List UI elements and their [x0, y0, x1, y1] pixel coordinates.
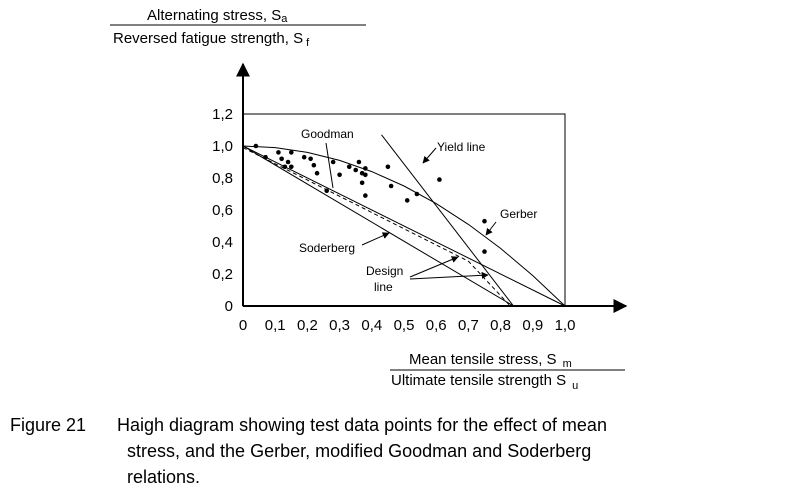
test-point-7 [289, 164, 294, 170]
test-point-21 [363, 172, 368, 178]
goodman-curve [242, 145, 566, 307]
x-tick-label-3: 0,3 [329, 317, 350, 334]
test-point-8 [301, 154, 307, 160]
x-tick-label-5: 0,5 [394, 317, 415, 334]
curves [242, 134, 566, 307]
caption-line-3: relations. [127, 467, 201, 487]
yield-line-pointer [422, 147, 437, 164]
design-line-pointer-1 [409, 256, 459, 278]
test-point-6 [289, 150, 294, 155]
test-point-14 [337, 172, 342, 178]
test-point-5 [285, 159, 291, 165]
goodman-pointer [325, 142, 334, 189]
test-point-27 [437, 177, 442, 182]
caption-text: Haigh diagram showing test data points f… [117, 412, 757, 490]
x-tick-labels: 0 0,1 0,2 0,3 0,4 0,5 0,6 0,7 0,8 0,9 1,0 [239, 317, 576, 334]
x-tick-label-0: 0 [239, 317, 247, 334]
y-tick-label-3: 0,6 [212, 202, 233, 219]
x-tick-label-7: 0,7 [458, 317, 479, 334]
gerber-curve [242, 145, 566, 307]
design-curve [242, 147, 511, 307]
test-point-20 [363, 166, 368, 171]
yield-curve [381, 134, 514, 307]
x-tick-label-9: 0,9 [522, 317, 543, 334]
test-point-23 [385, 164, 391, 170]
y-tick-label-6: 1,2 [212, 106, 233, 123]
x-tick-label-1: 0,1 [265, 317, 286, 334]
goodman-label: Goodman [301, 127, 354, 141]
y-label-numerator: Alternating stress, Sa [147, 7, 288, 25]
gerber-label: Gerber [500, 207, 537, 221]
gerber-pointer [485, 221, 497, 236]
test-point-26 [414, 191, 420, 197]
haigh-diagram: Alternating stress, Sa Reversed fatigue … [110, 7, 628, 392]
x-tick-label-6: 0,6 [426, 317, 447, 334]
x-tick-label-2: 0,2 [297, 317, 318, 334]
design-line-label-2: line [374, 280, 393, 294]
test-point-28 [482, 218, 487, 224]
test-point-10 [311, 162, 317, 168]
y-tick-label-2: 0,4 [212, 234, 233, 251]
test-point-1 [263, 154, 268, 160]
test-point-13 [330, 159, 336, 165]
yield-line-label: Yield line [437, 140, 486, 154]
soderberg-pointer [361, 232, 390, 246]
y-tick-label-5: 1,0 [212, 138, 233, 155]
y-tick-labels: 0 0,2 0,4 0,6 0,8 1,0 1,2 [212, 106, 233, 315]
test-point-9 [308, 156, 313, 162]
soderberg-curve [242, 145, 514, 307]
test-point-16 [353, 167, 359, 173]
caption-number: Figure 21 [10, 415, 87, 435]
test-point-17 [356, 159, 362, 165]
y-tick-label-1: 0,2 [212, 266, 233, 283]
design-line-pointer-2 [409, 271, 489, 280]
test-point-19 [359, 180, 365, 186]
test-point-3 [279, 156, 284, 162]
x-tick-label-4: 0,4 [361, 317, 382, 334]
y-tick-label-4: 0,8 [212, 170, 233, 187]
test-point-4 [282, 164, 288, 170]
test-point-2 [276, 150, 281, 155]
plot-frame [242, 113, 566, 307]
y-tick-label-0: 0 [225, 298, 233, 315]
x-tick-label-8: 0,8 [490, 317, 511, 334]
caption-line-2: stress, and the Gerber, modified Goodman… [127, 441, 592, 461]
test-point-11 [314, 170, 320, 176]
test-point-22 [363, 193, 368, 198]
design-line-label-1: Design [366, 264, 403, 278]
test-point-12 [324, 188, 330, 194]
x-tick-label-10: 1,0 [555, 317, 576, 334]
caption-line-1: Haigh diagram showing test data points f… [117, 415, 607, 435]
soderberg-label: Soderberg [299, 241, 355, 255]
test-point-0 [253, 143, 259, 149]
test-point-15 [346, 164, 352, 170]
test-data-points [253, 143, 487, 254]
test-point-24 [388, 183, 394, 189]
test-point-25 [404, 198, 410, 203]
test-point-29 [482, 249, 487, 254]
